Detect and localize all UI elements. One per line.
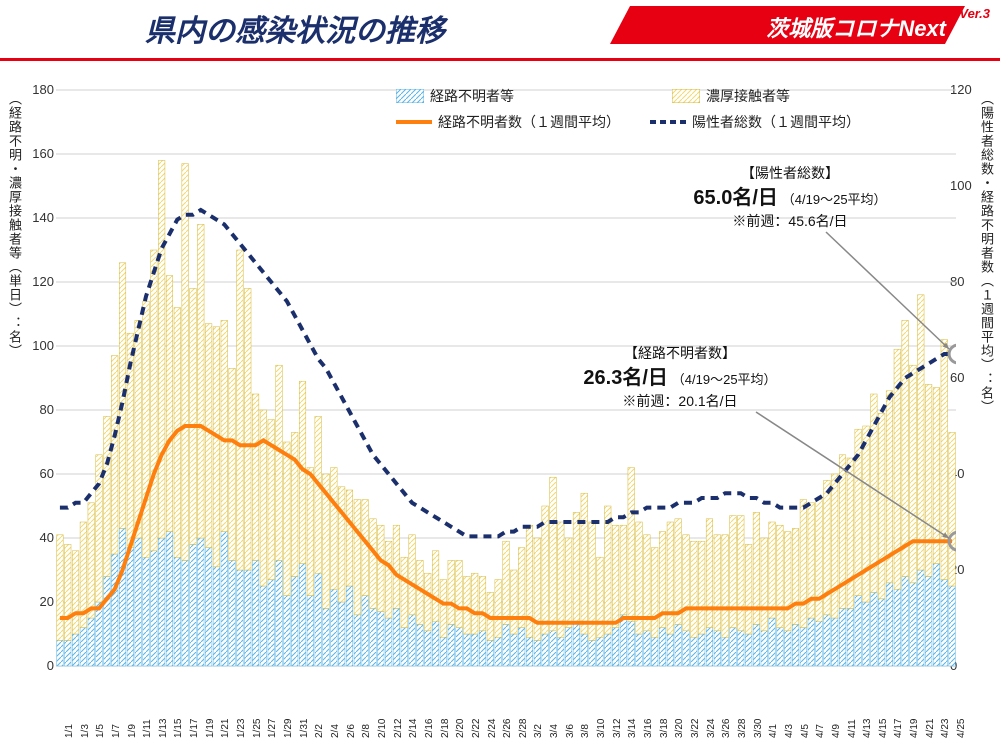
badge-version: Ver.3 [959, 6, 990, 21]
annotation-total: 【陽性者総数】 65.0名/日 （4/19～25平均） ※前週：45.6名/日 [640, 164, 940, 231]
page-title: 県内の感染状況の推移 [145, 6, 445, 50]
badge-text: 茨城版コロナNext [766, 11, 946, 43]
legend-line-unknown: 経路不明者数（１週間平均） [396, 112, 620, 132]
badge-en: Next [898, 16, 946, 41]
annotation-unknown: 【経路不明者数】 26.3名/日 （4/19～25平均） ※前週：20.1名/日 [530, 344, 830, 411]
legend-line-total: 陽性者総数（１週間平均） [650, 112, 860, 132]
badge-jp: 茨城版コロナ [766, 16, 898, 41]
legend-bar-unknown: 経路不明者等 [396, 86, 514, 106]
chart-legend: 経路不明者等 濃厚接触者等 経路不明者数（１週間平均） 陽性者総数（１週間平均） [396, 86, 956, 138]
corona-next-badge: 茨城版コロナNext Ver.3 [600, 6, 1000, 44]
header-divider [0, 58, 1000, 61]
y2-axis-label: （陽性者総数・経路不明者数（１週間平均）：名） [977, 92, 996, 414]
header: 県内の感染状況の推移 茨城版コロナNext Ver.3 [0, 0, 1000, 52]
legend-bar-contact: 濃厚接触者等 [672, 86, 790, 106]
chart-container: （経路不明・濃厚接触者等（単日）：名） （陽性者総数・経路不明者数（１週間平均）… [0, 62, 1000, 750]
y1-axis-label: （経路不明・濃厚接触者等（単日）：名） [5, 92, 24, 358]
x-ticks: 1/11/31/51/71/91/111/131/151/171/191/211… [56, 682, 956, 746]
